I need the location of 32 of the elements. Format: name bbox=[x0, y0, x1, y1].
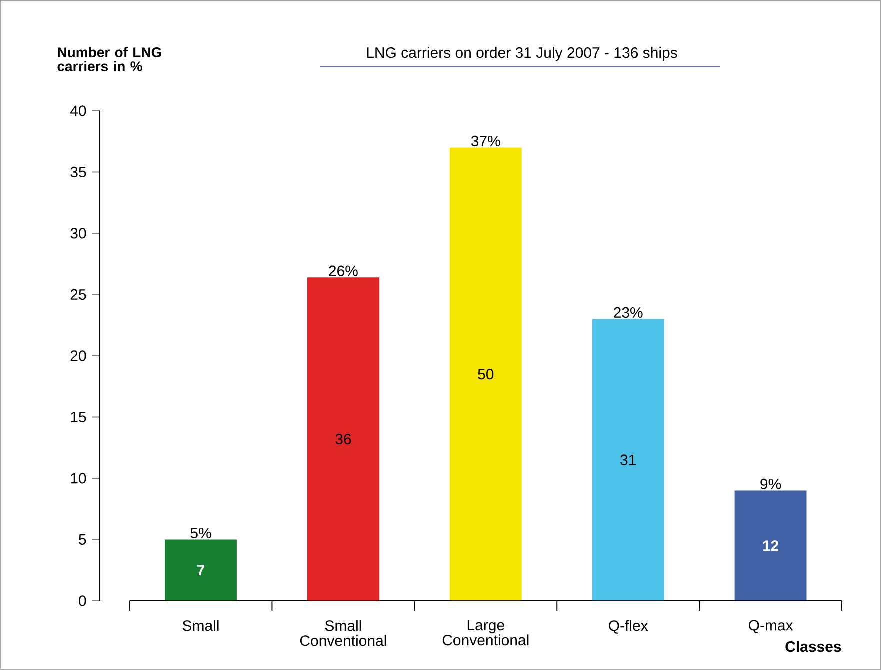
data-label: 37% bbox=[471, 136, 500, 147]
annotation: 36 bbox=[336, 434, 352, 445]
bar bbox=[734, 490, 807, 601]
y-tick-label: 35 bbox=[70, 166, 86, 178]
bar bbox=[307, 278, 380, 601]
data-label: 23% bbox=[614, 307, 643, 318]
x-tick-label: Small bbox=[182, 620, 219, 632]
y-axis-title: Number of LNG carriers in % bbox=[58, 47, 162, 72]
data-label: 5% bbox=[190, 528, 212, 539]
bar bbox=[592, 319, 664, 601]
x-tick-label: Large Conventional bbox=[442, 620, 529, 646]
y-tick-label: 10 bbox=[71, 473, 86, 484]
y-tick-label: 15 bbox=[71, 412, 86, 422]
x-tick-label: Small Conventional bbox=[300, 620, 386, 646]
annotation: 50 bbox=[478, 369, 494, 380]
y-tick-label: 0 bbox=[79, 596, 86, 606]
y-tick-label: 5 bbox=[79, 534, 86, 545]
x-tick-label: Q-flex bbox=[609, 620, 648, 634]
annotation: 12 bbox=[763, 540, 779, 552]
y-tick-label: 30 bbox=[70, 228, 86, 239]
bar bbox=[450, 148, 522, 601]
y-tick-label: 20 bbox=[70, 350, 86, 362]
y-tick-label: 25 bbox=[70, 289, 86, 300]
annotation: 7 bbox=[197, 565, 205, 576]
x-axis-title: Classes bbox=[786, 641, 842, 652]
bar bbox=[165, 540, 237, 601]
data-label: 26% bbox=[329, 266, 358, 276]
x-tick-label: Q-max bbox=[748, 620, 794, 634]
annotation: 31 bbox=[620, 454, 636, 466]
y-tick-label: 40 bbox=[70, 106, 86, 116]
data-label: 9% bbox=[760, 478, 782, 490]
chart-title: LNG carriers on order 31 July 2007 - 136 ships bbox=[367, 47, 678, 62]
